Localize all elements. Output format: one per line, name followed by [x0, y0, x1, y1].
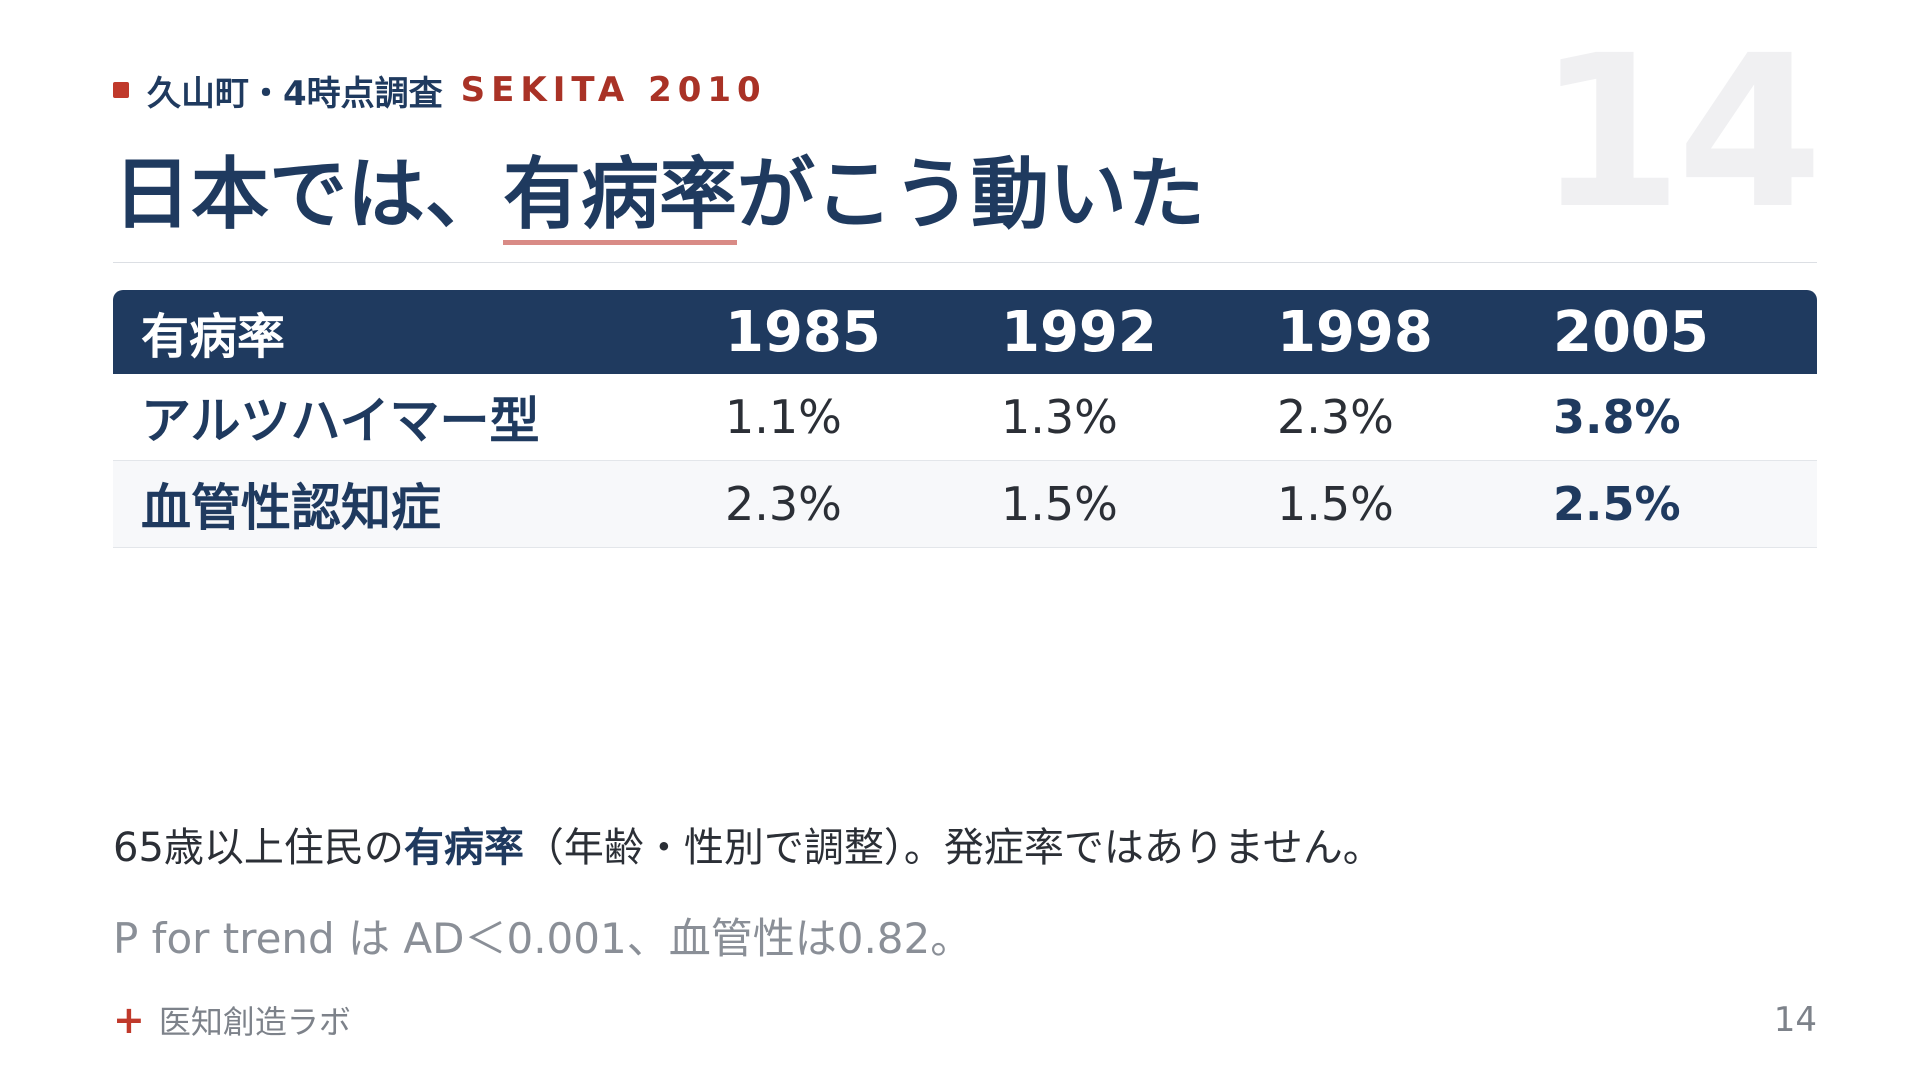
note-emphasis: 有病率: [403, 825, 524, 871]
note-before: 65歳以上住民の: [113, 825, 404, 871]
column-header-2005: 2005: [1553, 290, 1817, 374]
plus-icon: +: [113, 998, 145, 1042]
row-label: アルツハイマー型: [113, 374, 725, 461]
table-cell: 2.3%: [725, 461, 1001, 548]
table-row-alzheimer: アルツハイマー型 1.1% 1.3% 2.3% 3.8%: [113, 374, 1817, 461]
table-cell: 1.5%: [1001, 461, 1277, 548]
note-line-1: 65歳以上住民の有病率（年齢・性別で調整）。発症率ではありません。: [113, 815, 1383, 873]
prevalence-table: 有病率 1985 1992 1998 2005 アルツハイマー型 1.1% 1.…: [113, 290, 1817, 548]
footer-brand-name: 医知創造ラボ: [158, 1003, 351, 1041]
footer-brand: + 医知創造ラボ: [113, 998, 351, 1042]
table-cell: 2.3%: [1277, 374, 1553, 461]
column-header-label: 有病率: [113, 290, 725, 374]
page-title: 日本では、有病率がこう動いた: [113, 140, 1205, 250]
kicker: 久山町・4時点調査 SEKITA 2010: [113, 66, 767, 114]
column-header-1992: 1992: [1001, 290, 1277, 374]
column-header-1985: 1985: [725, 290, 1001, 374]
table-row-vascular: 血管性認知症 2.3% 1.5% 1.5% 2.5%: [113, 461, 1817, 548]
kicker-square-icon: [113, 82, 129, 98]
title-after: がこう動いた: [737, 150, 1206, 240]
footer-page-number: 14: [1773, 1000, 1817, 1040]
table-cell: 1.1%: [725, 374, 1001, 461]
kicker-text: 久山町・4時点調査: [147, 73, 443, 114]
note-after: （年齢・性別で調整）。発症率ではありません。: [523, 825, 1383, 871]
title-emphasis: 有病率: [503, 150, 738, 245]
title-before: 日本では、: [113, 150, 504, 240]
title-divider: [113, 262, 1817, 263]
column-header-1998: 1998: [1277, 290, 1553, 374]
table-header-row: 有病率 1985 1992 1998 2005: [113, 290, 1817, 374]
note-line-2: P for trend は AD＜0.001、血管性は0.82。: [113, 914, 973, 963]
table-cell: 1.5%: [1277, 461, 1553, 548]
kicker-brand: SEKITA 2010: [460, 70, 767, 110]
table-cell-latest: 2.5%: [1553, 461, 1817, 548]
table-cell: 1.3%: [1001, 374, 1277, 461]
table-cell-latest: 3.8%: [1553, 374, 1817, 461]
row-label: 血管性認知症: [113, 461, 725, 548]
slide-number-watermark: 14: [1536, 10, 1823, 255]
